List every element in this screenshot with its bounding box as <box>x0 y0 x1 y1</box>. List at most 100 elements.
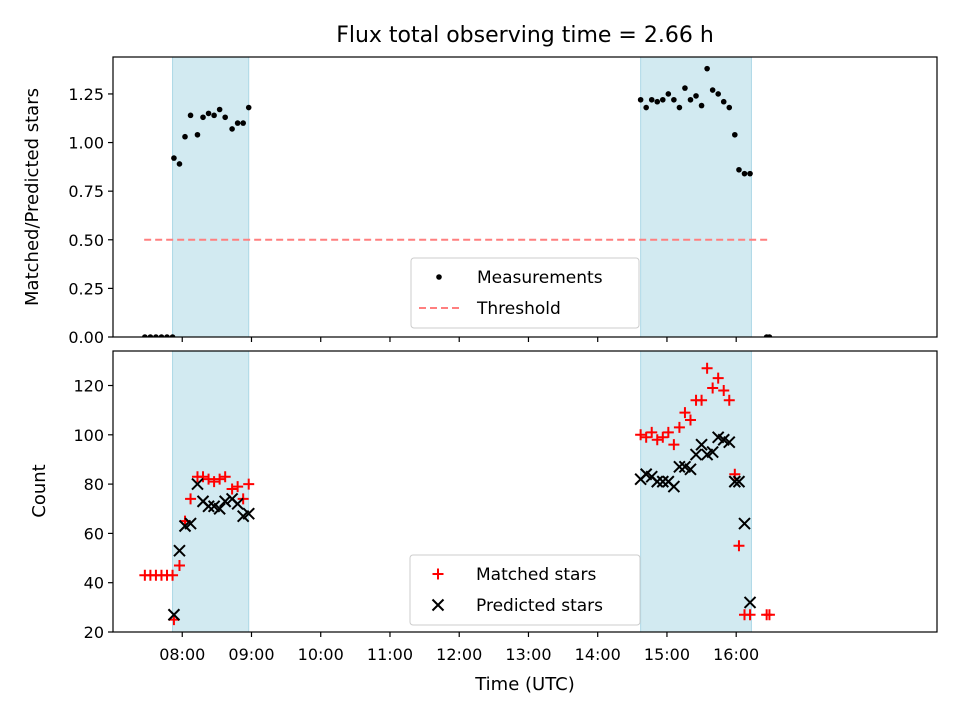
legend-box <box>410 257 640 329</box>
matched-stars-point <box>214 473 226 485</box>
x-tick-label: 13:00 <box>505 645 551 664</box>
legend-x-icon <box>431 598 445 612</box>
matched-stars-point <box>701 362 713 374</box>
predicted-stars-point <box>167 608 181 621</box>
measurements-point <box>216 106 223 113</box>
matched-stars-point <box>197 471 209 483</box>
measurements-point <box>693 93 699 99</box>
measurements-point <box>671 96 677 103</box>
x-tick-label: 16:00 <box>713 645 759 664</box>
chart-title: Flux total observing time = 2.66 h <box>336 23 714 48</box>
measurements-point <box>736 166 742 173</box>
matched-stars-point <box>718 384 730 396</box>
predicted-stars-point <box>723 435 736 449</box>
ratio-panel: 0.00 0.25 0.50 0.75 1.00 1.25 Measurements Thre… <box>68 56 938 347</box>
measurements-point <box>715 91 721 97</box>
measurements-point <box>654 98 661 105</box>
measurements-point <box>164 334 170 337</box>
measurements-point <box>182 133 188 140</box>
x-tick-label: 10:00 <box>298 645 344 664</box>
matched-stars-point <box>733 540 745 552</box>
matched-stars-point <box>185 493 197 505</box>
measurements-point <box>153 334 159 337</box>
measurements-point <box>665 91 672 97</box>
measurements-point <box>659 96 666 103</box>
measurements-point <box>732 131 738 138</box>
predicted-stars-point <box>656 475 670 488</box>
x-tick-label: 14:00 <box>575 645 621 664</box>
matched-stars-point <box>173 559 185 571</box>
y-tick-label: 60 <box>84 524 104 543</box>
x-tick-label: 08:00 <box>159 645 205 664</box>
legend-label: Predicted stars <box>476 596 603 616</box>
measurements-point <box>158 334 165 337</box>
measurements-point <box>637 96 644 103</box>
matched-stars-point <box>219 471 231 483</box>
data-layer <box>139 362 775 626</box>
observing-window-2 <box>640 350 752 633</box>
y-tick-label: 0.75 <box>68 182 104 201</box>
predicted-stars-point <box>173 544 186 557</box>
matched-stars-point <box>723 394 735 406</box>
y-tick-label: 0.00 <box>68 328 104 347</box>
measurements-point <box>676 104 683 111</box>
measurements-point <box>747 170 753 177</box>
matched-stars-point <box>646 426 658 438</box>
y-tick-label: 40 <box>84 574 104 593</box>
measurements-point <box>176 161 183 167</box>
measurements-point <box>142 334 148 337</box>
matched-stars-point <box>167 569 179 581</box>
measurements-point <box>704 65 710 72</box>
measurements-point <box>643 104 649 111</box>
matched-stars-point <box>673 421 685 433</box>
y-tick-label: 120 <box>73 377 104 396</box>
top-y-axis-label: Matched/Predicted stars <box>22 88 43 306</box>
measurements-point <box>766 334 773 337</box>
observing-window-1 <box>172 56 250 338</box>
measurements-point <box>169 334 176 337</box>
measurements-point <box>682 85 688 91</box>
x-tick-label: 09:00 <box>228 645 274 664</box>
matched-stars-point <box>640 431 652 443</box>
measurements-point <box>245 104 252 111</box>
predicted-stars-point <box>695 438 708 451</box>
matched-stars-point <box>684 414 696 426</box>
matched-stars-point <box>668 439 680 451</box>
predicted-stars-point <box>191 477 204 491</box>
measurements-point <box>687 96 694 103</box>
predicted-stars-point <box>738 517 751 530</box>
y-tick-label: 1.00 <box>68 134 104 153</box>
legend-dot-icon <box>436 274 442 280</box>
legend: Measurements Threshold <box>410 257 640 329</box>
measurements-point <box>240 120 246 126</box>
predicted-stars-point <box>728 475 742 488</box>
measurements-point <box>234 120 241 126</box>
predicted-stars-point <box>242 507 255 520</box>
predicted-stars-point <box>184 517 197 530</box>
legend-box <box>409 554 641 626</box>
measurements-point <box>211 112 217 119</box>
x-axis-label: Time (UTC) <box>474 674 575 695</box>
y-tick-label: 0.50 <box>68 231 104 250</box>
bottom-y-axis-label: Count <box>29 464 50 517</box>
observing-window-1 <box>172 350 250 633</box>
predicted-stars-point <box>651 475 664 488</box>
y-tick-label: 20 <box>84 623 104 642</box>
predicted-stars-point <box>684 463 697 476</box>
matched-stars-point <box>635 429 647 441</box>
predicted-stars-point <box>689 448 703 461</box>
predicted-stars-point <box>667 480 681 493</box>
matched-stars-point <box>226 483 238 495</box>
predicted-stars-point <box>231 497 244 511</box>
matched-stars-point <box>651 434 663 446</box>
measurements-point <box>698 102 705 109</box>
measurements-point <box>648 96 655 103</box>
legend-label: Measurements <box>477 268 603 288</box>
measurements-point <box>187 112 194 119</box>
legend-plus-icon <box>432 568 444 580</box>
legend-label: Matched stars <box>476 565 596 585</box>
matched-stars-point <box>712 372 724 384</box>
measurements-point <box>147 334 154 337</box>
matched-stars-point <box>243 478 255 490</box>
